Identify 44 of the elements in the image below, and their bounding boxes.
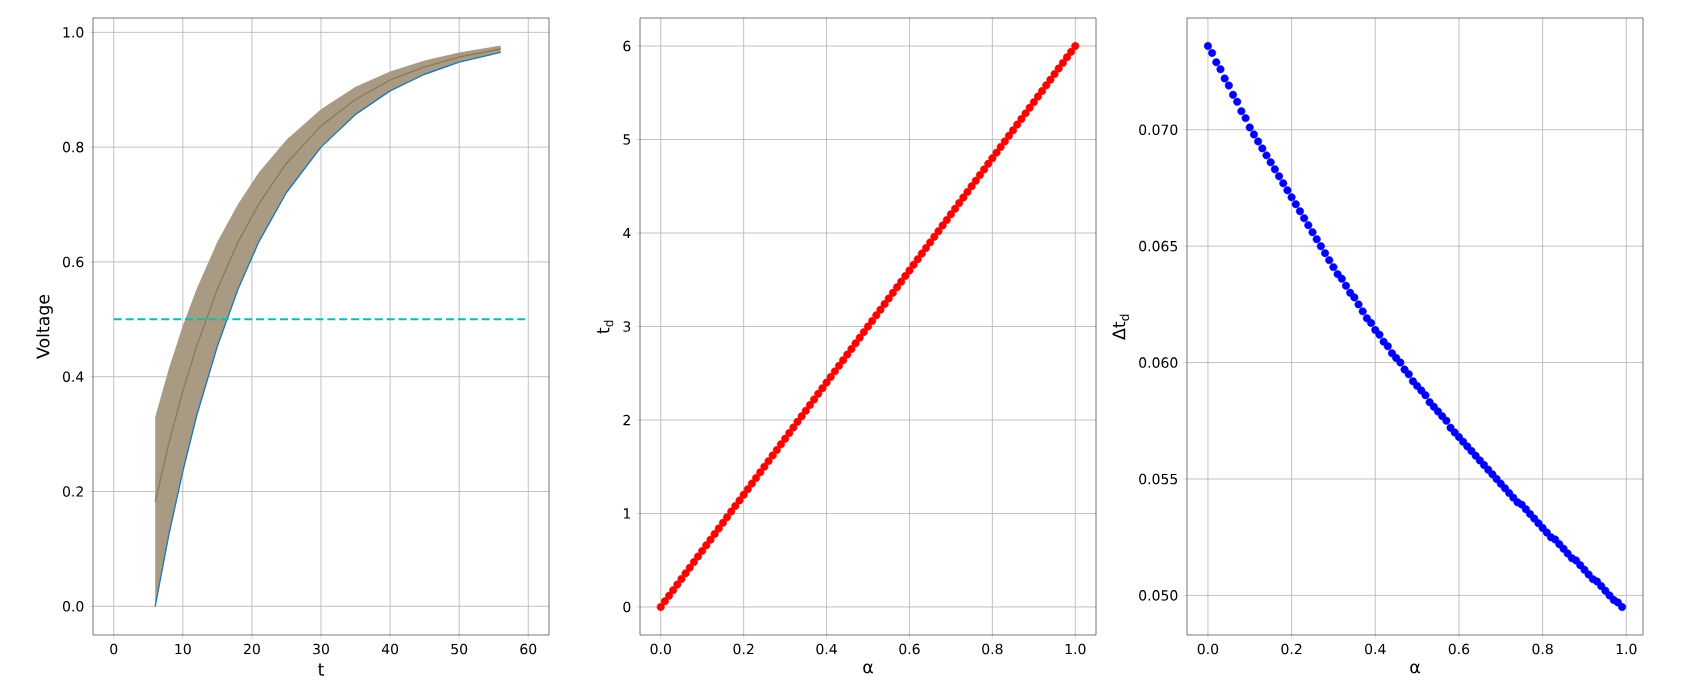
y-tick-label: 0.0 <box>62 601 84 612</box>
x-axis-title: α <box>863 663 873 674</box>
x-tick-label: 0.4 <box>816 643 837 655</box>
y-tick-label: 0.060 <box>1139 357 1178 368</box>
x-tick-label: 50 <box>451 643 468 655</box>
y-tick-label: 0.070 <box>1139 124 1178 136</box>
y-tick-label: 4 <box>623 227 631 239</box>
y-tick-label: 1.0 <box>63 27 84 38</box>
y-tick-label: 0.055 <box>1139 473 1178 485</box>
x-tick-label: 0.2 <box>1281 643 1302 655</box>
y-tick-label: 1 <box>623 508 630 519</box>
x-tick-label: 0.8 <box>982 643 1003 655</box>
x-tick-label: 0 <box>110 643 118 655</box>
y-tick-label: 0 <box>623 601 631 613</box>
line-series <box>154 48 502 503</box>
y-tick-label: 2 <box>623 414 630 426</box>
y-tick-label: 6 <box>623 40 631 52</box>
x-tick-label: 10 <box>175 643 191 655</box>
x-tick-label: 0.8 <box>1532 643 1553 655</box>
y-tick-label: 0.6 <box>62 256 84 268</box>
y-tick-label: 3 <box>623 321 631 332</box>
x-tick-label: 0.2 <box>733 643 754 655</box>
x-tick-label: 60 <box>520 643 537 655</box>
x-tick-label: 1.0 <box>1065 643 1086 655</box>
y-tick-label: 0.050 <box>1139 590 1178 601</box>
x-tick-label: 0.6 <box>899 643 920 655</box>
x-tick-label: 0.0 <box>650 643 671 655</box>
y-tick-label: 5 <box>623 134 631 145</box>
y-axis-title: Δt$_{d}$ <box>1112 314 1130 340</box>
x-tick-label: 40 <box>381 643 399 655</box>
x-tick-label: 0.0 <box>1197 643 1219 655</box>
y-tick-label: 0.4 <box>62 371 84 382</box>
y-tick-label: 0.065 <box>1139 240 1178 252</box>
x-axis-title: t <box>318 663 324 676</box>
x-tick-label: 0.6 <box>1448 643 1470 655</box>
x-tick-label: 30 <box>313 643 329 655</box>
x-axis-title: α <box>1410 663 1420 674</box>
x-tick-label: 1.0 <box>1616 643 1637 655</box>
y-axis-title: Voltage <box>36 294 53 359</box>
x-tick-label: 20 <box>244 643 260 655</box>
y-tick-label: 0.2 <box>62 486 83 497</box>
y-axis-title: t$_{d}$ <box>597 320 614 334</box>
y-tick-label: 0.8 <box>62 141 84 153</box>
x-tick-label: 0.4 <box>1365 643 1386 655</box>
